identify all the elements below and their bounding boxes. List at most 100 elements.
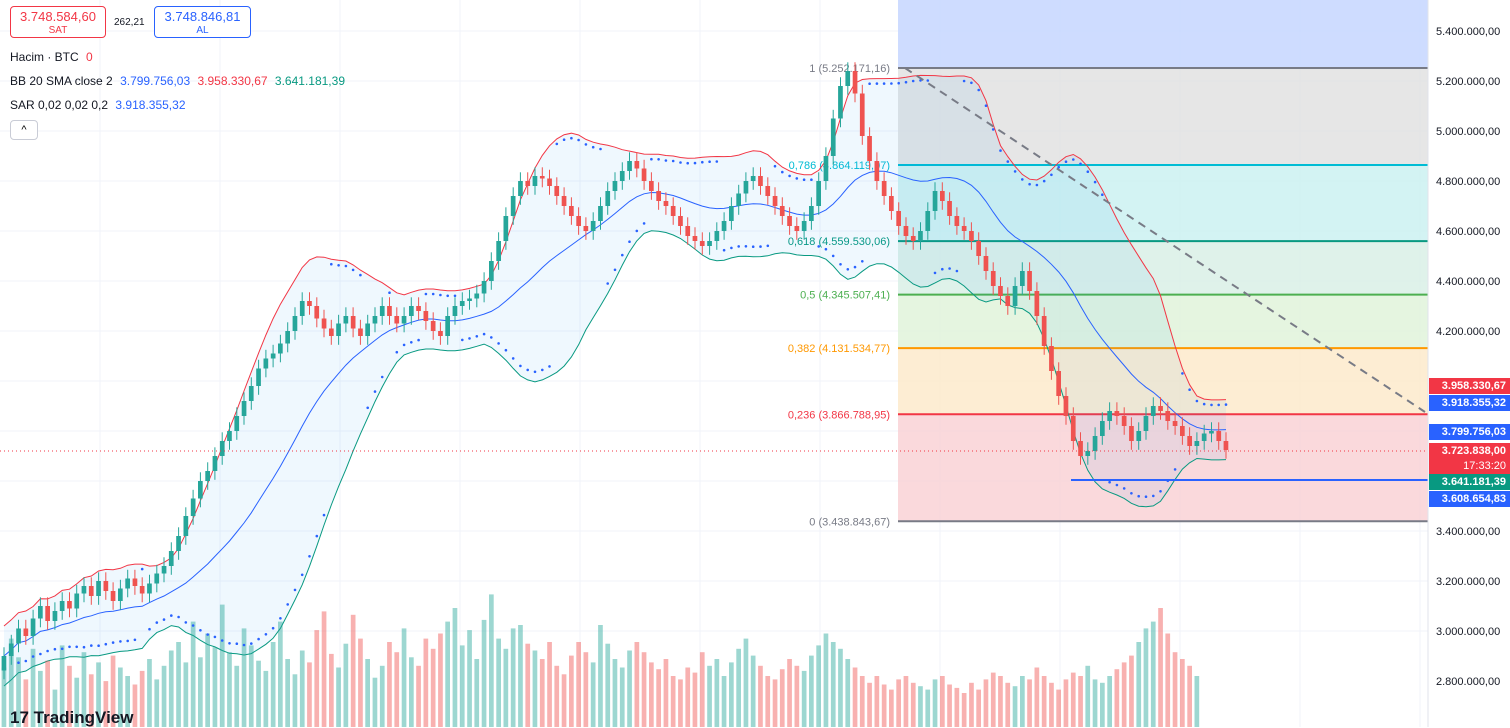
volume-bar [976, 689, 981, 727]
volume-bar [772, 679, 778, 727]
sell-button[interactable]: 3.748.584,60 SAT [10, 6, 106, 38]
candle-body [139, 586, 145, 594]
buy-button[interactable]: 3.748.846,81 AL [154, 6, 251, 38]
sar-dot [977, 88, 980, 92]
candle-body [416, 306, 421, 311]
sar-dot [1173, 468, 1177, 471]
volume-bar [634, 642, 640, 727]
sell-label: SAT [48, 25, 68, 36]
sar-dot [810, 178, 813, 181]
candle-body [881, 181, 887, 196]
candle-body [1078, 441, 1083, 456]
tradingview-logo[interactable]: 17 TradingView [10, 708, 133, 728]
volume-bar [823, 633, 829, 727]
sar-dot [904, 80, 908, 84]
bb-basis-value: 3.799.756,03 [120, 74, 191, 88]
candle-body [947, 201, 952, 216]
sar-dot [315, 534, 319, 538]
candle-body [423, 311, 429, 321]
volume-bar [205, 633, 210, 727]
bb-legend[interactable]: BB 20 SMA close 2 3.799.756,03 3.958.330… [10, 74, 345, 88]
sar-value: 3.918.355,32 [115, 98, 186, 112]
candle-body [430, 321, 436, 331]
volume-bar [685, 667, 691, 727]
candle-body [903, 226, 909, 236]
sar-dot [388, 291, 391, 295]
volume-bar [1092, 679, 1098, 727]
volume-bar [1049, 682, 1054, 727]
collapse-legend-button[interactable]: ^ [10, 120, 38, 140]
sar-dot [926, 79, 930, 82]
sar-dot [533, 370, 537, 374]
volume-bar [285, 659, 290, 727]
volume-bar [663, 659, 669, 727]
volume-bar [467, 630, 472, 727]
price-axis-tick: 4.800.000,00 [1436, 176, 1500, 188]
sar-dot [213, 635, 217, 639]
volume-bar [125, 676, 130, 727]
candle-body [809, 206, 814, 221]
candle-body [1121, 416, 1127, 426]
sar-dot [170, 614, 173, 617]
volume-bar [1150, 621, 1156, 727]
candle-body [889, 196, 894, 211]
volume-bar [852, 667, 858, 727]
candle-body [8, 643, 14, 656]
volume-bar [161, 665, 167, 727]
bb-upper-value: 3.958.330,67 [197, 74, 268, 88]
candle-body [1165, 411, 1171, 421]
candle-body [278, 343, 283, 354]
sar-dot [897, 81, 900, 85]
sar-dot [75, 645, 78, 649]
sar-dot [504, 348, 508, 352]
volume-bar [270, 642, 276, 727]
volume-bar [1085, 665, 1091, 727]
candle-body [867, 136, 872, 161]
candle-body [743, 181, 749, 194]
sar-dot [126, 639, 129, 643]
volume-bar [998, 676, 1003, 727]
candle-body [969, 231, 974, 241]
candle-body [1187, 436, 1192, 446]
candle-body [983, 256, 989, 271]
candle-body [350, 316, 356, 329]
sar-dot [1064, 160, 1068, 163]
candle-body [103, 581, 109, 591]
volume-legend[interactable]: Hacim · BTC 0 [10, 50, 93, 64]
volume-bar [1005, 682, 1011, 727]
sar-legend[interactable]: SAR 0,02 0,02 0,2 3.918.355,32 [10, 98, 186, 112]
volume-bar [561, 674, 567, 727]
candle-body [510, 196, 516, 216]
sar-dot [831, 254, 835, 258]
sar-dot [730, 246, 733, 250]
sar-dot [686, 161, 689, 165]
fib-zone [898, 348, 1428, 415]
candle-body [154, 573, 160, 584]
sar-dot [511, 357, 515, 360]
sar-dot [984, 104, 988, 107]
volume-bar [1070, 672, 1076, 727]
volume-bar [88, 674, 94, 727]
sar-dot [1181, 372, 1184, 375]
sar-dot [410, 341, 413, 344]
sar-dot [286, 603, 290, 606]
candle-body [940, 191, 945, 201]
candle-body [1012, 286, 1018, 306]
volume-bar [539, 659, 545, 727]
volume-bar [67, 665, 72, 727]
sar-dot [817, 245, 820, 248]
sar-dot [911, 79, 915, 83]
volume-bar [532, 650, 538, 727]
candle-body [168, 551, 174, 566]
sar-dot [846, 268, 850, 271]
sar-dot [184, 621, 188, 624]
sar-dot [82, 645, 86, 649]
sar-dot [570, 136, 573, 140]
sar-dot [875, 82, 879, 85]
sar-dot [1086, 170, 1090, 173]
fib-zone [898, 0, 1428, 68]
sar-dot [359, 273, 362, 277]
candle-body [663, 201, 669, 206]
sar-dot [795, 177, 799, 180]
